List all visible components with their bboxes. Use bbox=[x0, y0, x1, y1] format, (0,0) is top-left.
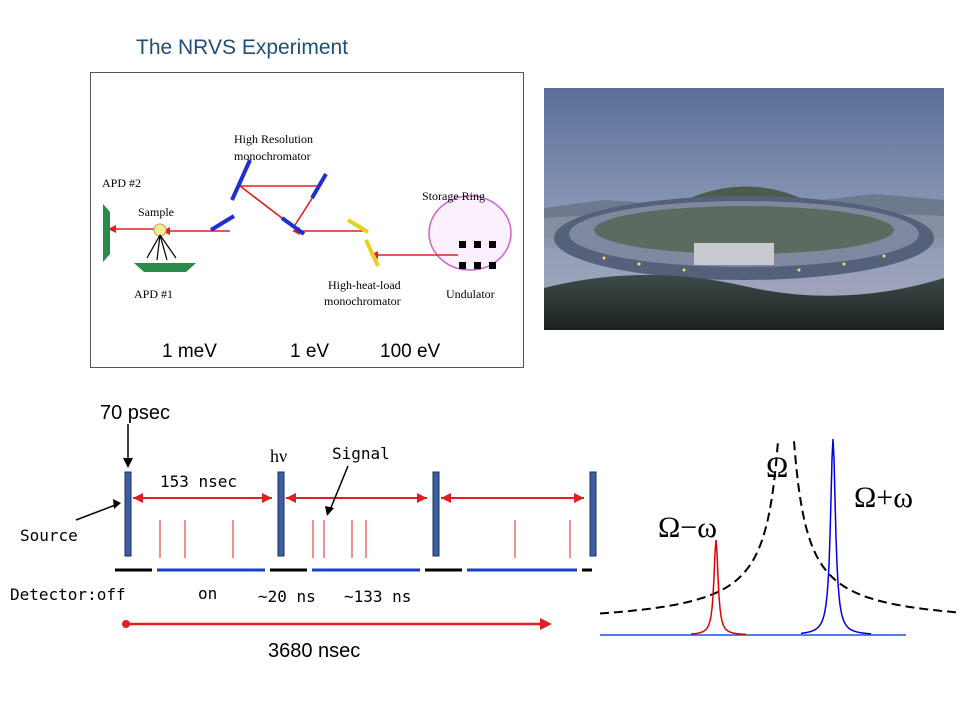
pulse-width-label: 70 psec bbox=[100, 402, 170, 424]
sample bbox=[153, 223, 167, 237]
period-label: 3680 nsec bbox=[268, 640, 360, 662]
timing-diagram: 70 psec Source 153 nsec hν Signal bbox=[10, 402, 597, 662]
source-pulses bbox=[124, 471, 597, 557]
peak-omega-plus bbox=[800, 438, 872, 635]
pulse-4 bbox=[589, 471, 597, 557]
scatter-arrows bbox=[146, 234, 177, 261]
spacing-label: 153 nsec bbox=[160, 472, 237, 491]
omega-plus-label: Ω+ω bbox=[854, 481, 913, 514]
energy-label-1: 1 meV bbox=[162, 341, 217, 362]
gate-short-label: ~20 ns bbox=[258, 587, 316, 606]
energy-label-3: 100 eV bbox=[380, 341, 441, 362]
undulator-magnets bbox=[459, 241, 496, 269]
hrm-label-line2: monochromator bbox=[234, 149, 311, 163]
gate-long-label: ~133 ns bbox=[344, 587, 411, 606]
pulse-1 bbox=[124, 471, 132, 557]
omega-label: Ω bbox=[766, 451, 788, 484]
pulse-2 bbox=[277, 471, 285, 557]
beam-arrowheads bbox=[108, 225, 378, 259]
source-arrow bbox=[75, 503, 119, 521]
hrm-crystals bbox=[209, 159, 328, 236]
sample-label: Sample bbox=[138, 205, 174, 219]
omega-minus-label: Ω−ω bbox=[658, 511, 717, 544]
signal-arrow bbox=[329, 465, 349, 511]
storage-ring-label: Storage Ring bbox=[422, 189, 485, 203]
source-arrowhead bbox=[113, 499, 121, 509]
undulator-label: Undulator bbox=[446, 287, 495, 301]
hhl-label-line1: High-heat-load bbox=[328, 278, 401, 292]
hrm-label-line1: High Resolution bbox=[234, 132, 313, 146]
pulse-3 bbox=[432, 471, 440, 557]
synchrotron-photo bbox=[544, 88, 944, 330]
apd1-detector bbox=[134, 263, 196, 272]
storage-ring bbox=[428, 195, 512, 271]
hhl-crystals bbox=[346, 218, 380, 267]
peak-omega-minus bbox=[690, 539, 746, 636]
hv-label: hν bbox=[270, 446, 287, 466]
spectrum-sketch: Ω Ω−ω Ω+ω bbox=[599, 438, 957, 636]
source-label: Source bbox=[20, 526, 78, 545]
signal-lines bbox=[159, 520, 571, 558]
signal-label: Signal bbox=[332, 444, 390, 463]
apd1-label: APD #1 bbox=[134, 287, 173, 301]
apd2-label: APD #2 bbox=[102, 176, 141, 190]
energy-label-2: 1 eV bbox=[290, 341, 329, 362]
pulse-width-arrowhead bbox=[123, 458, 133, 468]
interval-arrowheads bbox=[133, 493, 584, 503]
slide-title: The NRVS Experiment bbox=[136, 36, 349, 59]
apd2-detector bbox=[103, 204, 110, 262]
setup-diagram-frame bbox=[90, 72, 524, 368]
envelope-curve bbox=[599, 441, 957, 615]
hhl-label-line2: monochromator bbox=[324, 294, 401, 308]
detector-on-label: on bbox=[198, 584, 217, 603]
detector-label: Detector:off bbox=[10, 585, 126, 604]
signal-arrowhead bbox=[325, 506, 334, 516]
period-arrowhead bbox=[540, 618, 552, 630]
